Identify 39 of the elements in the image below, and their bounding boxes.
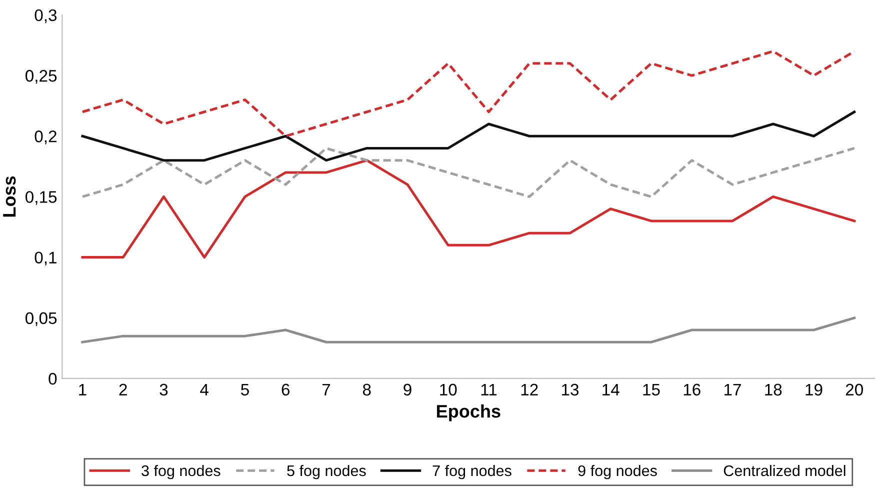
y-axis-title: Loss [3,176,16,217]
legend-label: Centralized model [724,464,846,476]
x-tick-label: 16 [684,384,700,396]
x-tick-label: 15 [643,384,660,396]
x-tick-label: 10 [440,384,457,396]
line-series [81,316,856,344]
y-tick-label: 0,15 [26,191,57,205]
x-axis-title: Epochs [437,404,500,422]
x-tick-label: 3 [160,384,168,396]
line-series [81,50,856,138]
y-tick-label: 0,1 [34,252,56,266]
line-series [81,146,856,198]
y-tick-label: 0,2 [34,130,56,144]
x-tick-label: 14 [602,384,620,396]
legend-label: 5 fog nodes [287,464,366,480]
x-tick-label: 5 [241,384,249,396]
line-series [81,110,856,162]
x-tick-label: 1 [79,384,86,396]
x-tick-label: 13 [562,384,579,396]
x-tick-label: 12 [521,384,538,396]
x-tick-label: 11 [481,384,497,396]
legend-label: 7 fog nodes [432,464,512,480]
y-tick-label: 0 [48,372,57,385]
x-tick-label: 6 [282,384,290,396]
x-tick-label: 20 [846,384,863,396]
y-tick-label: 0,3 [34,9,57,24]
x-tick-label: 9 [404,384,412,396]
x-tick-label: 17 [724,384,741,396]
y-tick-label: 0,05 [26,312,57,326]
legend-label: 3 fog nodes [142,464,220,480]
x-tick-label: 8 [362,384,371,396]
x-tick-label: 18 [765,384,782,396]
x-tick-label: 19 [806,384,822,396]
x-tick-label: 2 [119,384,127,396]
x-tick-label: 7 [322,384,330,396]
line-series [81,159,856,259]
y-tick-label: 0,25 [26,70,57,84]
x-tick-label: 4 [200,384,208,396]
legend-label: 9 fog nodes [578,464,657,480]
